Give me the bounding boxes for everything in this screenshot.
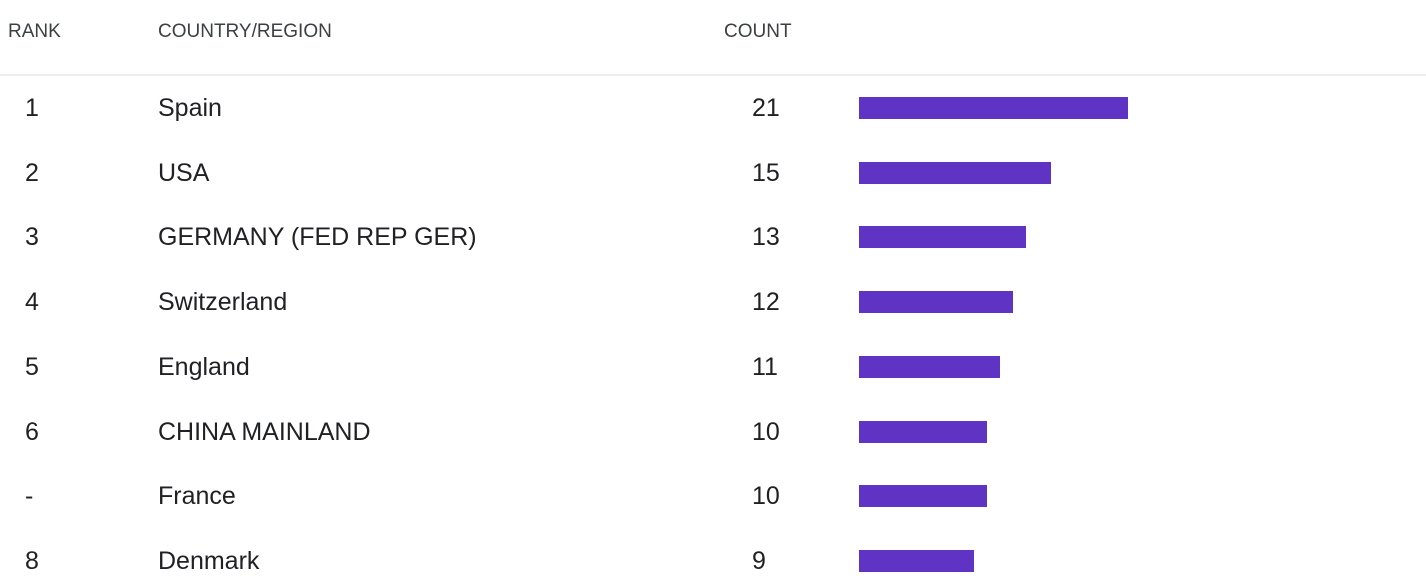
count-cell: 9 [752, 546, 766, 575]
count-bar [859, 226, 1026, 249]
rank-cell: 8 [25, 546, 39, 575]
header-divider [0, 74, 1426, 76]
count-bar [859, 420, 988, 443]
rank-cell: 4 [25, 288, 39, 317]
count-cell: 10 [752, 482, 780, 511]
count-cell: 11 [752, 352, 778, 381]
rank-cell: 1 [25, 94, 39, 122]
count-bar [859, 549, 975, 572]
rank-cell: 5 [25, 352, 39, 381]
country-cell: France [158, 482, 236, 511]
count-cell: 12 [752, 288, 780, 317]
count-bar [859, 291, 1013, 314]
count-bar [859, 355, 1000, 378]
country-cell: England [158, 352, 250, 381]
count-bar [859, 485, 988, 508]
count-cell: 21 [752, 94, 780, 122]
header-rank: RANK [8, 21, 61, 42]
rank-cell: 3 [25, 223, 39, 252]
country-cell: Denmark [158, 546, 260, 575]
header-count: COUNT [724, 21, 792, 42]
rank-cell: - [25, 482, 34, 511]
country-cell: GERMANY (FED REP GER) [158, 223, 477, 252]
country-cell: Switzerland [158, 288, 288, 317]
header-country: COUNTRY/REGION [158, 21, 332, 42]
rank-cell: 2 [25, 158, 39, 187]
rank-cell: 6 [25, 417, 39, 446]
count-bar [859, 97, 1128, 119]
count-cell: 13 [752, 223, 780, 252]
count-cell: 10 [752, 417, 780, 446]
count-cell: 15 [752, 158, 780, 187]
country-cell: CHINA MAINLAND [158, 417, 371, 446]
count-bar [859, 161, 1052, 184]
country-cell: Spain [158, 94, 222, 122]
country-cell: USA [158, 158, 210, 187]
